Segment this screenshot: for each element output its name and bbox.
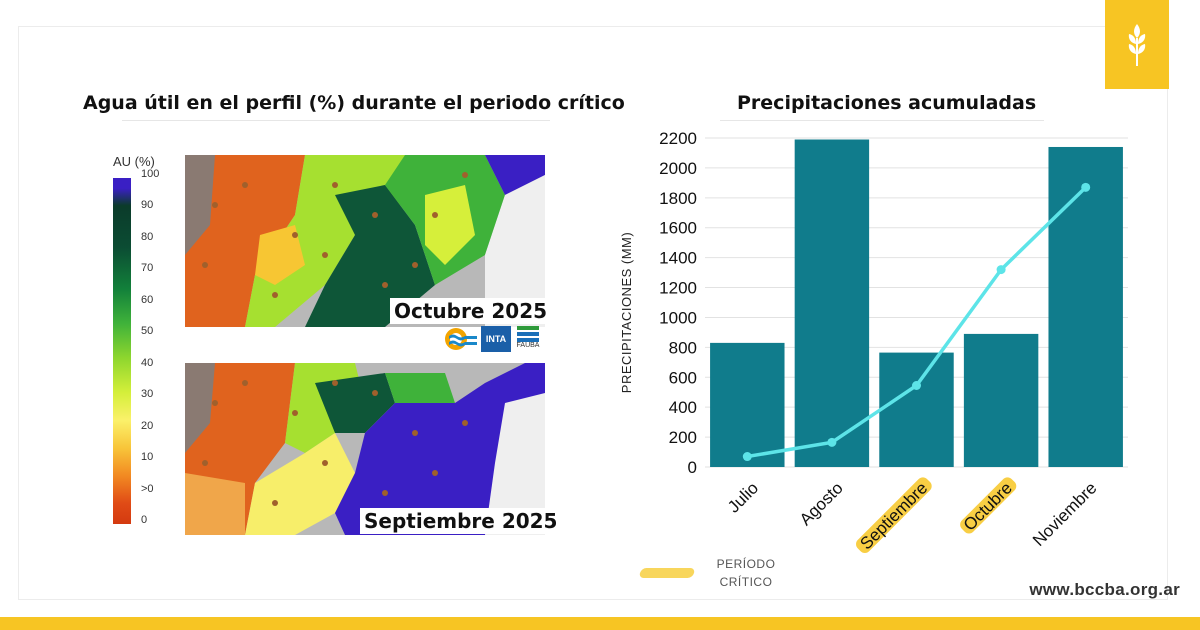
map-legend-title: AU (%): [113, 154, 155, 169]
map-legend-tick: 40: [141, 356, 154, 369]
website-url[interactable]: www.bccba.org.ar: [1029, 580, 1180, 599]
y-axis-label: PRECIPITACIONES (MM): [619, 232, 634, 393]
bar: [1048, 146, 1123, 468]
map-legend-tick: >0: [141, 482, 154, 495]
map-legend-tick: 90: [141, 199, 154, 212]
map-legend-tick: 70: [141, 262, 154, 275]
right-title-divider: [720, 120, 1044, 121]
map-legend-tick: 30: [141, 388, 154, 401]
x-tick-label: Octubre: [960, 478, 1016, 534]
critical-period-swatch: [638, 568, 696, 578]
map-september: [185, 363, 545, 535]
map-label-october: Octubre 2025: [390, 298, 552, 324]
line-point: [827, 437, 837, 447]
x-tick-label: Julio: [724, 478, 762, 516]
left-title-divider: [122, 120, 550, 121]
x-label-highlight: [856, 477, 932, 553]
brand-logo[interactable]: [1105, 0, 1169, 89]
institution-logos: INTA FAUBA: [443, 326, 541, 352]
map-legend-tick: 10: [141, 451, 154, 464]
map-legend-tick: 50: [141, 325, 154, 338]
precipitation-chart: 0 200 400 600 800 1000 1200 1400 1600 1800 2000 220…: [619, 129, 1128, 553]
bar: [963, 333, 1039, 467]
y-tick-label: 1800: [659, 189, 697, 208]
x-tick-label: Agosto: [796, 478, 847, 529]
map-legend-tick: 20: [141, 419, 154, 432]
right-chart-title: Precipitaciones acumuladas: [737, 92, 1037, 114]
legend-note-line1: PERÍODO: [716, 557, 776, 571]
soil-water-maps: AU (%) 100 90 80 70 60 50 40 30 20 10 >0 0 Octubre …: [105, 150, 562, 540]
y-tick-label: 1600: [659, 219, 697, 238]
bottom-accent-bar: [0, 617, 1200, 630]
line-point: [912, 380, 921, 390]
y-tick-label: 1200: [659, 279, 697, 298]
map-legend-tick: 60: [141, 293, 154, 306]
map-legend-tick: 0: [141, 514, 148, 526]
y-tick-label: 800: [669, 338, 697, 357]
map-label-september: Septiembre 2025: [360, 508, 562, 534]
bar: [710, 342, 785, 467]
inta-logo: INTA: [481, 326, 511, 352]
y-tick-label: 200: [669, 428, 697, 447]
map-legend-tick: 80: [141, 230, 154, 243]
x-tick-label: Noviembre: [1029, 478, 1101, 550]
y-tick-label: 2000: [659, 159, 697, 178]
y-tick-label: 1000: [659, 308, 697, 327]
wheat-icon: [1128, 23, 1146, 66]
bar: [794, 139, 870, 467]
water-logo-icon: [445, 328, 477, 350]
line-point: [742, 452, 752, 462]
legend-note-line2: CRÍTICO: [719, 575, 773, 589]
y-tick-label: 600: [669, 368, 697, 387]
fauba-logo: FAUBA: [515, 326, 541, 352]
fauba-emblem-icon: [517, 326, 539, 342]
map-legend-colorbar: [113, 178, 131, 524]
content-panel: [18, 26, 1168, 600]
x-label-highlight: [960, 477, 1017, 534]
line-point: [996, 265, 1006, 275]
x-tick-label: Septiembre: [856, 478, 931, 553]
bar: [879, 352, 954, 467]
line-point: [1081, 182, 1091, 192]
y-tick-label: 400: [669, 398, 697, 417]
map-legend-tick: 100: [141, 168, 160, 180]
y-tick-label: 0: [688, 458, 697, 477]
y-tick-label: 1400: [659, 249, 697, 268]
left-chart-title: Agua útil en el perfil (%) durante el pe…: [83, 92, 625, 114]
y-tick-label: 2200: [659, 129, 697, 148]
